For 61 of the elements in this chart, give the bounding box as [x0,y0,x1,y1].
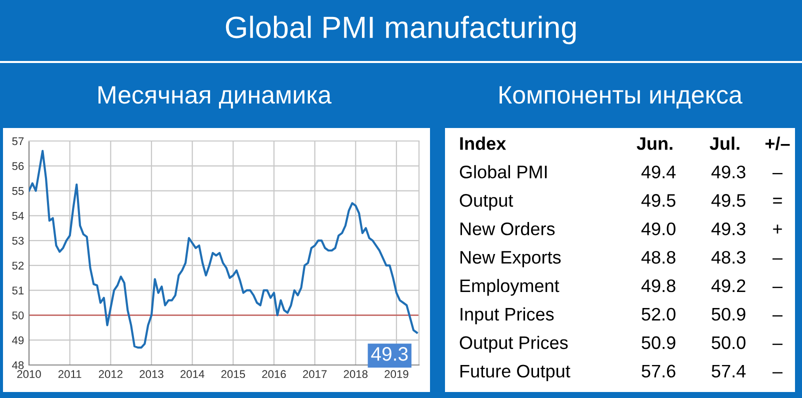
category-label: New Exports [460,251,561,268]
data-label: 49.5 [711,194,746,207]
data-label: 48.3 [711,250,746,264]
y-tick-label: 48 [12,361,24,370]
data-label: 52.0 [642,308,676,321]
x-tick-label: 2018 [344,370,368,378]
data-label: + [773,224,782,234]
legend-title: Index [460,136,506,150]
category-label: Output [460,194,514,210]
y-tick-label: 56 [12,162,24,170]
data-label: 49.2 [711,279,746,292]
x-tick-label: 2012 [98,370,122,378]
x-tick-label: 2013 [140,370,164,378]
category-label: Employment [460,278,560,296]
y-tick-label: 51 [12,286,24,294]
chart-subtitle: Месячная динамика [98,86,332,108]
x-tick-label: 2015 [221,370,246,378]
x-tick-label: 2019 [384,370,408,378]
y-tick-label: 52 [12,262,24,270]
x-tick-label: 2017 [303,370,327,378]
data-label: 50.9 [712,308,746,321]
data-label: 49.0 [641,222,676,236]
data-label: 50.9 [642,336,676,350]
data-label: 49.3 [711,166,746,178]
line-series [29,150,418,349]
data-label: – [772,315,783,316]
x-tick-label: 2016 [262,370,286,378]
y-tick-label: 53 [12,236,24,245]
data-label: – [772,344,783,345]
category-label: Output Prices [460,336,568,353]
x-tick-label: 2011 [58,370,82,378]
y-tick-label: 57 [12,137,24,146]
series-label: Jun. [636,137,672,150]
data-label: 49.3 [711,222,746,236]
text: Компоненты индекса [500,86,742,108]
x-tick-label: 2010 [17,370,41,378]
data-label: – [772,258,783,260]
y-tick-label: 49 [12,336,24,344]
category-label: New Orders [460,222,555,236]
data-label: = [773,198,782,204]
data-label: 50.0 [712,336,746,350]
data-label: 48.8 [641,250,676,264]
chart-title: Global PMI manufacturing [226,16,576,44]
category-label: Future Output [460,364,570,382]
data-label: 57.4 [712,364,746,378]
category-label: Global PMI [460,165,547,178]
data-label: 57.6 [642,364,676,378]
text: +/– [765,136,790,150]
text: Jul. [710,136,740,150]
annotation: 49.3 [371,347,408,361]
data-label: – [772,286,783,288]
y-tick-label: 55 [12,187,24,195]
category-label: Input Prices [460,307,554,324]
data-label: 49.8 [641,279,676,292]
x-tick-label: 2014 [180,370,204,378]
data-label: – [772,372,783,374]
data-label: 49.5 [641,194,676,207]
y-tick-label: 50 [12,311,24,320]
y-tick-label: 54 [12,212,24,220]
data-label: – [772,173,783,174]
data-label: 49.4 [641,166,676,178]
